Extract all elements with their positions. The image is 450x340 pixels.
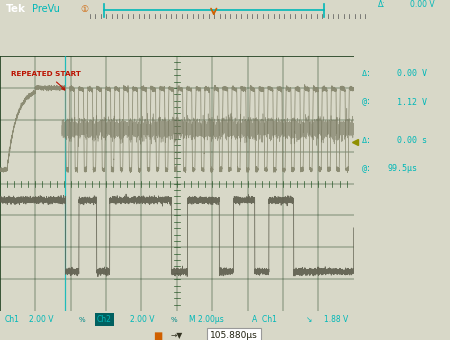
Text: ①: ①	[80, 5, 88, 14]
Text: 1.12 V: 1.12 V	[397, 98, 427, 106]
Text: 0.00 s: 0.00 s	[397, 136, 427, 145]
Text: Δ:: Δ:	[378, 0, 386, 9]
Text: PreVu: PreVu	[32, 4, 60, 14]
Text: Ch2: Ch2	[97, 315, 112, 324]
Text: A  Ch1: A Ch1	[252, 315, 277, 324]
Text: 0.00 V: 0.00 V	[397, 69, 427, 79]
Text: @:: @:	[361, 164, 371, 173]
Text: 105.880μs: 105.880μs	[210, 331, 258, 340]
Text: 1.88 V: 1.88 V	[324, 315, 348, 324]
Text: →▼: →▼	[171, 331, 183, 340]
Text: %: %	[171, 317, 178, 323]
Text: Ch1: Ch1	[4, 315, 19, 324]
Text: REPEATED START: REPEATED START	[11, 71, 81, 90]
Text: 2.00 V: 2.00 V	[29, 315, 54, 324]
Text: @:: @:	[361, 98, 371, 106]
Text: 99.5μs: 99.5μs	[387, 164, 418, 173]
Text: M 2.00μs: M 2.00μs	[189, 315, 224, 324]
Text: ↘: ↘	[306, 315, 312, 324]
Text: ■: ■	[153, 331, 162, 340]
Text: 2.00 V: 2.00 V	[130, 315, 155, 324]
Text: Δ:: Δ:	[361, 69, 371, 79]
Text: 0.00 V: 0.00 V	[410, 0, 434, 9]
Text: Δ:: Δ:	[361, 136, 371, 145]
Text: %: %	[79, 317, 86, 323]
Text: Tek: Tek	[5, 4, 25, 14]
